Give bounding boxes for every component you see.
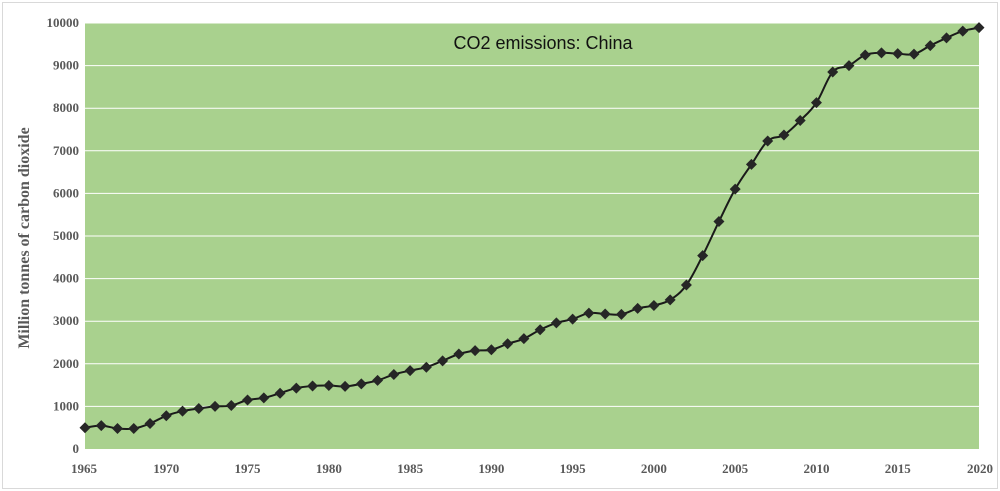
data-point-2014 <box>875 47 887 59</box>
x-tick-label: 1970 <box>153 461 179 476</box>
y-tick-label: 8000 <box>53 100 79 115</box>
data-point-1978 <box>290 382 302 394</box>
data-point-1990 <box>485 344 497 356</box>
data-point-2000 <box>648 299 660 311</box>
x-tick-label: 2005 <box>722 461 749 476</box>
chart-title: CO2 emissions: China <box>453 33 633 53</box>
data-point-1991 <box>502 338 514 350</box>
series-markers <box>79 22 985 435</box>
y-tick-label: 1000 <box>53 398 79 413</box>
data-point-2015 <box>892 48 904 60</box>
data-point-1971 <box>177 405 189 417</box>
data-point-2020 <box>973 22 985 34</box>
data-point-2001 <box>664 294 676 306</box>
x-tick-label: 2020 <box>967 461 993 476</box>
data-point-2006 <box>745 158 757 170</box>
data-point-1993 <box>534 324 546 336</box>
data-point-1987 <box>437 355 449 367</box>
y-tick-label: 9000 <box>53 58 79 73</box>
x-tick-label: 2000 <box>641 461 667 476</box>
data-point-2016 <box>908 48 920 60</box>
data-point-2005 <box>729 183 741 195</box>
data-point-1974 <box>225 400 237 412</box>
data-point-2017 <box>924 40 936 52</box>
y-tick-label: 3000 <box>53 313 79 328</box>
y-axis-title: Million tonnes of carbon dioxide <box>16 127 33 348</box>
gridlines <box>85 22 979 407</box>
data-point-1981 <box>339 380 351 392</box>
y-tick-label: 2000 <box>53 356 79 371</box>
data-point-2009 <box>794 115 806 127</box>
y-tick-label: 4000 <box>53 271 79 286</box>
data-point-2010 <box>810 97 822 109</box>
data-point-1975 <box>242 394 254 406</box>
data-point-2002 <box>680 279 692 291</box>
data-point-1965 <box>79 422 91 434</box>
data-point-1966 <box>95 420 107 432</box>
data-point-2013 <box>859 49 871 61</box>
data-point-1995 <box>567 313 579 325</box>
data-point-1998 <box>615 308 627 320</box>
x-tick-label: 1985 <box>397 461 424 476</box>
data-point-1997 <box>599 308 611 320</box>
data-point-1972 <box>193 403 205 415</box>
data-point-1992 <box>518 333 530 345</box>
x-tick-label: 1990 <box>478 461 504 476</box>
data-point-2007 <box>762 135 774 147</box>
y-axis-ticks: 0 1000 2000 3000 4000 5000 6000 7000 8000 9000 100… <box>47 15 80 456</box>
data-point-1970 <box>160 410 172 422</box>
data-point-1976 <box>258 392 270 404</box>
x-tick-label: 2015 <box>885 461 912 476</box>
y-tick-label: 7000 <box>53 143 79 158</box>
data-point-1983 <box>372 374 384 386</box>
data-point-1977 <box>274 387 286 399</box>
data-point-1969 <box>144 417 156 429</box>
x-tick-label: 2010 <box>803 461 829 476</box>
data-point-2004 <box>713 216 725 228</box>
data-point-1985 <box>404 365 416 377</box>
data-point-2018 <box>940 32 952 44</box>
data-point-1968 <box>128 423 140 435</box>
data-point-2003 <box>697 250 709 262</box>
data-point-1988 <box>453 348 465 360</box>
data-point-1986 <box>420 361 432 373</box>
data-point-2008 <box>778 129 790 141</box>
data-point-1996 <box>583 307 595 319</box>
data-point-2012 <box>843 60 855 72</box>
data-point-1994 <box>550 317 562 329</box>
x-tick-label: 1980 <box>316 461 342 476</box>
y-tick-label: 0 <box>73 441 80 456</box>
data-point-1979 <box>307 380 319 392</box>
data-point-1982 <box>355 378 367 390</box>
data-point-1967 <box>112 423 124 435</box>
x-tick-label: 1995 <box>560 461 587 476</box>
data-point-2011 <box>827 66 839 78</box>
data-point-1980 <box>323 380 335 392</box>
data-point-1973 <box>209 400 221 412</box>
chart-svg: 0 1000 2000 3000 4000 5000 6000 7000 8000 9000 100… <box>16 15 993 476</box>
y-tick-label: 5000 <box>53 228 79 243</box>
x-tick-label: 1965 <box>71 461 98 476</box>
data-point-2019 <box>957 25 969 37</box>
y-tick-label: 6000 <box>53 185 79 200</box>
x-axis-ticks: 1965 1970 1975 1980 1985 1990 1995 2000 2005 2010… <box>71 461 993 476</box>
x-tick-label: 1975 <box>235 461 262 476</box>
y-tick-label: 10000 <box>47 15 80 30</box>
data-point-1984 <box>388 368 400 380</box>
data-point-1989 <box>469 345 481 357</box>
data-point-1999 <box>632 302 644 314</box>
